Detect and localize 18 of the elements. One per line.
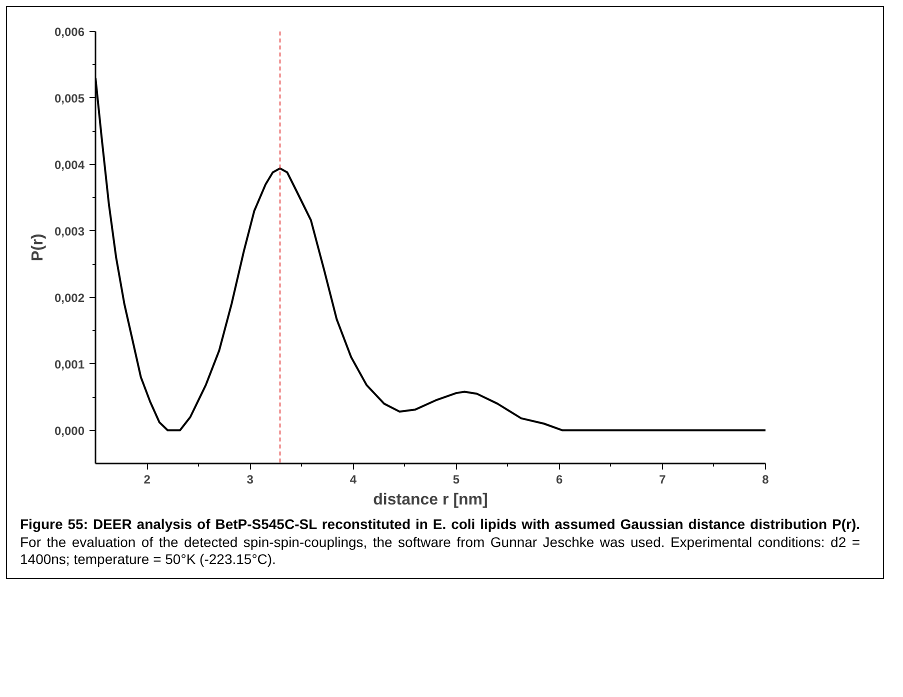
x-tick-label: 3 — [246, 472, 254, 486]
y-tick-label: 0,006 — [54, 25, 85, 39]
x-tick-label: 8 — [762, 472, 770, 486]
text: Figure 55: DEER analysis of BetP-S545C-SL reconstituted in E. coli lipids with assumed Gaussian distance distribution P(r). — [20, 516, 860, 532]
x-tick-label: 2 — [144, 472, 151, 486]
y-tick-label: 0,000 — [54, 424, 85, 438]
x-tick-label: 7 — [659, 472, 666, 486]
y-tick-label: 0,002 — [54, 290, 85, 305]
x-tick-label: 5 — [452, 472, 460, 486]
text: For the evaluation of the detected spin-spin-couplings, the software from Gunnar Jeschke was used. Experimental conditions: d2 = 1400ns; temperature = 50°K (-223.15°C). — [20, 534, 860, 567]
y-tick-label: 0,003 — [54, 224, 85, 238]
x-tick-label: 6 — [556, 472, 564, 486]
y-tick-label: 0,004 — [54, 158, 85, 172]
y-axis-title: P(r) — [29, 234, 46, 262]
x-axis-title: distance r [nm] — [373, 492, 488, 508]
y-tick-label: 0,005 — [54, 91, 85, 106]
x-tick-label: 4 — [350, 472, 357, 486]
y-tick-label: 0,001 — [54, 357, 85, 372]
